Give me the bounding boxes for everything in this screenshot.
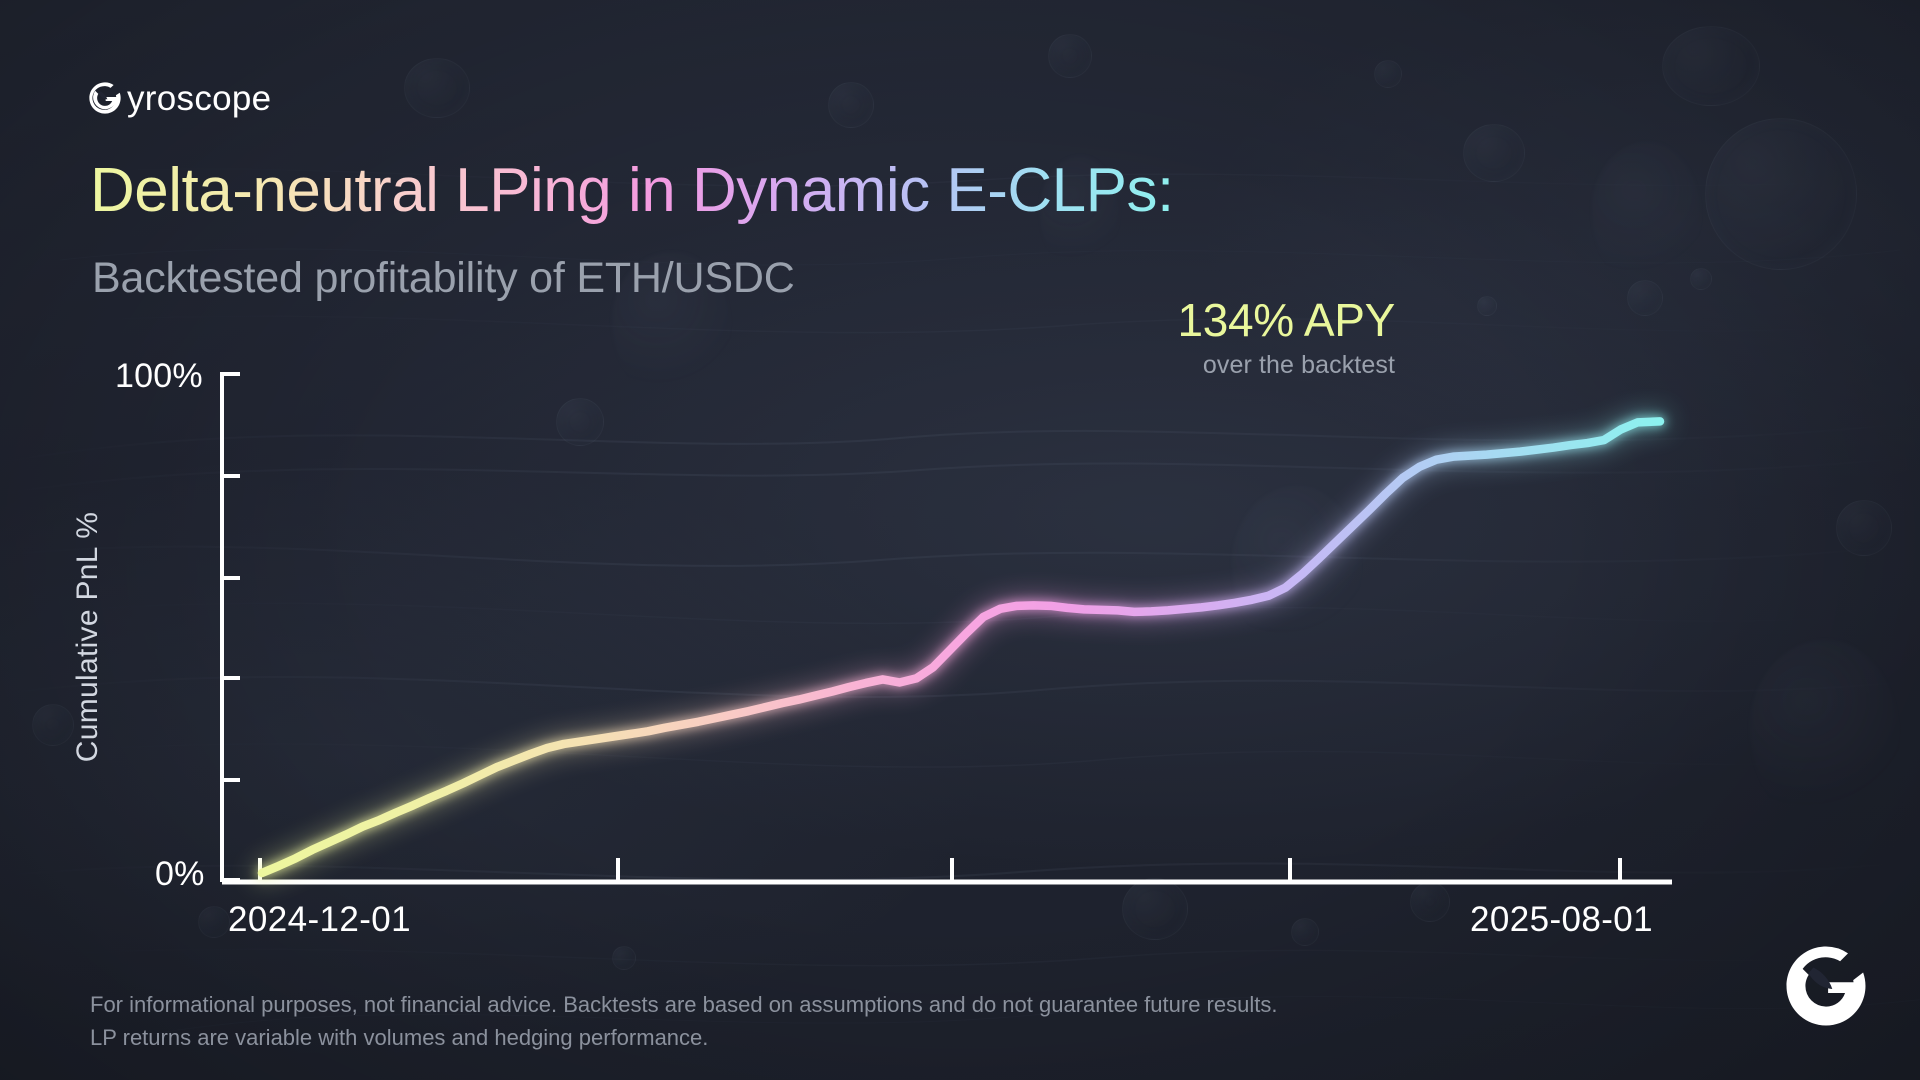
y-axis-tick-0: 0%	[155, 855, 205, 893]
brand-logo: yroscope	[88, 78, 271, 118]
y-axis-tick-100: 100%	[115, 357, 203, 395]
apy-caption: over the backtest	[1202, 350, 1395, 379]
gyroscope-g-icon	[89, 82, 121, 114]
page-title: Delta-neutral LPing in Dynamic E-CLPs:	[90, 156, 1174, 225]
page-subtitle: Backtested profitability of ETH/USDC	[92, 254, 795, 302]
apy-value: 134% APY	[1177, 294, 1395, 346]
pnl-line-glow	[255, 414, 1667, 880]
brand-wordmark: yroscope	[127, 78, 272, 118]
apy-callout: 134% APY over the backtest	[975, 294, 1395, 380]
chart-axes	[220, 372, 1672, 885]
y-axis-title: Cumulative PnL %	[71, 511, 104, 763]
disclaimer-line-2: LP returns are variable with volumes and…	[90, 1025, 709, 1051]
disclaimer: For informational purposes, not financia…	[90, 988, 1277, 1055]
x-axis-tick-end: 2025-08-01	[1470, 900, 1654, 939]
x-axis-tick-start: 2024-12-01	[228, 900, 412, 939]
disclaimer-line-1: For informational purposes, not financia…	[90, 992, 1278, 1017]
pnl-line	[257, 417, 1665, 878]
gyroscope-g-mark-icon	[1786, 946, 1866, 1026]
